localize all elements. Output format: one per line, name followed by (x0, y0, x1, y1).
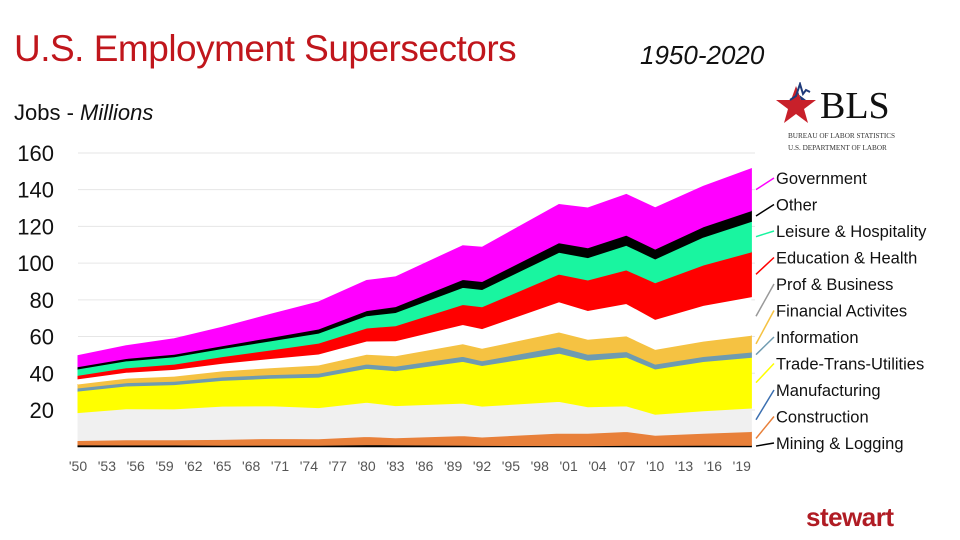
x-tick-label: '04 (588, 458, 606, 474)
legend-connector (755, 256, 775, 275)
x-tick-label: '53 (98, 458, 116, 474)
x-tick-label: '01 (559, 458, 577, 474)
legend-connector (755, 389, 775, 421)
y-tick-label: 100 (17, 251, 54, 276)
legend-label: Construction (776, 409, 869, 427)
legend-label: Mining & Logging (776, 435, 904, 453)
bls-line1: BUREAU OF LABOR STATISTICS (788, 132, 895, 140)
chart-title: U.S. Employment Supersectors (14, 28, 517, 69)
legend-connector (755, 442, 775, 447)
legend-label: Information (776, 329, 859, 347)
stewart-logo: stewart (806, 502, 894, 532)
y-axis-label-prefix: Jobs - (14, 100, 81, 125)
x-tick-label: '98 (531, 458, 549, 474)
x-tick-label: '16 (704, 458, 722, 474)
bls-chart-line-icon (789, 82, 811, 101)
bls-star-icon (776, 86, 816, 123)
y-tick-label: 160 (17, 141, 54, 166)
area-government (77, 167, 752, 368)
x-tick-label: '07 (617, 458, 635, 474)
legend-connector (755, 230, 775, 238)
x-tick-label: '89 (444, 458, 462, 474)
x-tick-label: '50 (69, 458, 87, 474)
legend-connector (755, 336, 775, 356)
y-tick-label: 80 (30, 288, 54, 313)
legend-label: Manufacturing (776, 382, 881, 400)
legend-connector (755, 362, 775, 384)
legend-label: Education & Health (776, 250, 917, 268)
y-tick-label: 20 (30, 398, 54, 423)
y-axis-label: Jobs - Millions (14, 100, 153, 126)
legend-label: Other (776, 197, 818, 215)
legend-connector (755, 310, 775, 345)
x-tick-label: '86 (415, 458, 433, 474)
x-tick-label: '62 (184, 458, 202, 474)
x-tick-label: '10 (646, 458, 664, 474)
legend-label: Government (776, 170, 867, 188)
legend-label: Trade-Trans-Utilities (776, 356, 924, 374)
x-tick-label: '80 (357, 458, 375, 474)
y-tick-label: 120 (17, 214, 54, 239)
x-tick-label: '65 (213, 458, 231, 474)
x-tick-label: '92 (473, 458, 491, 474)
x-tick-label: '68 (242, 458, 260, 474)
area-prof-business (78, 296, 752, 385)
legend-connector (755, 203, 775, 217)
x-tick-label: '19 (733, 458, 751, 474)
x-tick-label: '59 (155, 458, 173, 474)
x-tick-label: '74 (300, 458, 318, 474)
legend-connector (755, 416, 775, 439)
chart-period: 1950-2020 (640, 40, 765, 70)
legend-label: Financial Activites (776, 303, 907, 321)
legend-connector (755, 177, 775, 191)
y-tick-label: 140 (17, 178, 54, 203)
x-tick-label: '95 (502, 458, 520, 474)
legend-label: Prof & Business (776, 276, 893, 294)
bls-wordmark: BLS (820, 85, 890, 127)
x-tick-label: '13 (675, 458, 693, 474)
y-tick-label: 40 (30, 361, 54, 386)
bls-logo: BLS BUREAU OF LABOR STATISTICS U.S. DEPA… (776, 82, 895, 152)
x-tick-label: '77 (329, 458, 347, 474)
y-tick-label: 60 (30, 325, 54, 350)
y-axis-label-unit: Millions (80, 100, 154, 125)
bls-line2: U.S. DEPARTMENT OF LABOR (788, 144, 887, 152)
x-tick-label: '56 (127, 458, 145, 474)
x-tick-label: '83 (386, 458, 404, 474)
legend-connector (755, 283, 775, 317)
legend-label: Leisure & Hospitality (776, 223, 927, 241)
x-tick-label: '71 (271, 458, 289, 474)
